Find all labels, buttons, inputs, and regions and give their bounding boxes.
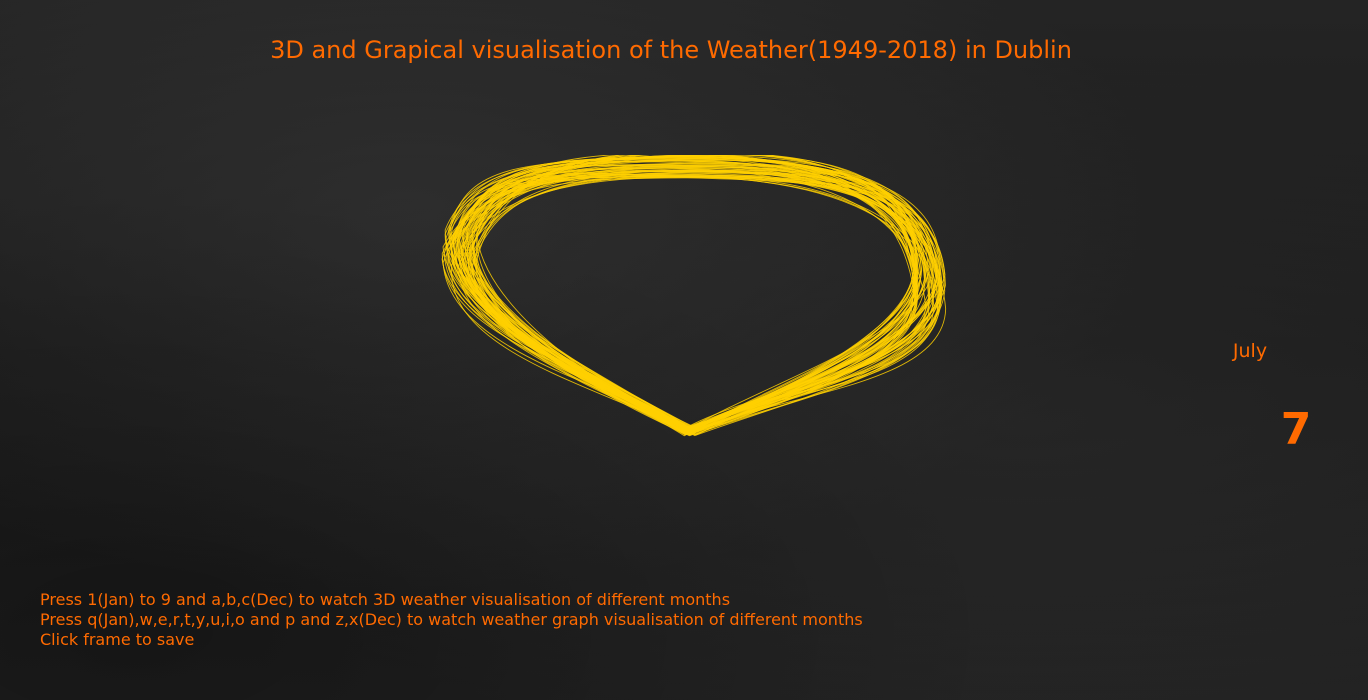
trace-curve — [470, 169, 916, 432]
trace-curve — [461, 155, 941, 434]
instructions-block: Press 1(Jan) to 9 and a,b,c(Dec) to watc… — [40, 590, 863, 650]
page-title: 3D and Grapical visualisation of the Wea… — [270, 36, 1072, 64]
trace-curve — [442, 171, 917, 429]
trace-curve — [454, 160, 919, 432]
trace-curve — [457, 161, 930, 431]
trace-curve — [451, 174, 916, 434]
trace-curve — [451, 176, 946, 435]
trace-curve — [459, 174, 917, 431]
trace-curve — [450, 155, 943, 434]
trace-curve — [465, 155, 918, 433]
trace-curve — [473, 169, 941, 437]
trace-curve — [472, 173, 935, 436]
trace-curve — [465, 170, 923, 435]
trace-curve — [462, 172, 926, 431]
trace-curve — [472, 173, 940, 435]
trace-curve — [458, 167, 930, 430]
trace-curve — [443, 162, 922, 431]
trace-curve — [449, 155, 935, 435]
trace-curve — [464, 158, 917, 432]
month-name-label: July — [1232, 340, 1268, 362]
trace-curve — [452, 177, 940, 429]
trace-curve — [459, 176, 916, 431]
trace-curve — [462, 171, 945, 436]
trace-curve — [453, 167, 941, 432]
trace-curve — [469, 162, 930, 431]
trace-curve — [453, 175, 939, 430]
trace-curve — [472, 158, 925, 435]
trace-curve — [458, 158, 941, 430]
trace-curve — [444, 174, 940, 432]
trace-curve — [462, 167, 916, 435]
trace-curve — [450, 172, 917, 434]
trace-curve — [466, 176, 943, 429]
trace-curve — [467, 170, 915, 430]
trace-curve — [458, 164, 933, 430]
trace-curve — [460, 163, 926, 434]
trace-curve — [472, 159, 918, 437]
trace-curve — [449, 168, 927, 432]
trace-curve — [467, 176, 918, 436]
month-number-label: 7 — [1280, 404, 1312, 455]
instruction-line-save: Click frame to save — [40, 630, 195, 649]
trace-curve — [471, 164, 939, 430]
trace-curve — [467, 155, 917, 436]
weather-3d-visualisation[interactable] — [440, 155, 950, 455]
trace-curve — [476, 155, 947, 434]
trace-curve — [475, 165, 937, 433]
trace-curve — [460, 175, 934, 436]
trace-curve — [476, 165, 922, 436]
instruction-line-3d: Press 1(Jan) to 9 and a,b,c(Dec) to watc… — [40, 590, 731, 609]
trace-curve — [462, 174, 942, 436]
trace-curve — [475, 155, 917, 433]
trace-curve — [468, 155, 914, 429]
trace-curve — [453, 166, 917, 430]
instruction-line-graph: Press q(Jan),w,e,r,t,y,u,i,o and p and z… — [40, 610, 863, 629]
trace-curve — [473, 155, 918, 431]
